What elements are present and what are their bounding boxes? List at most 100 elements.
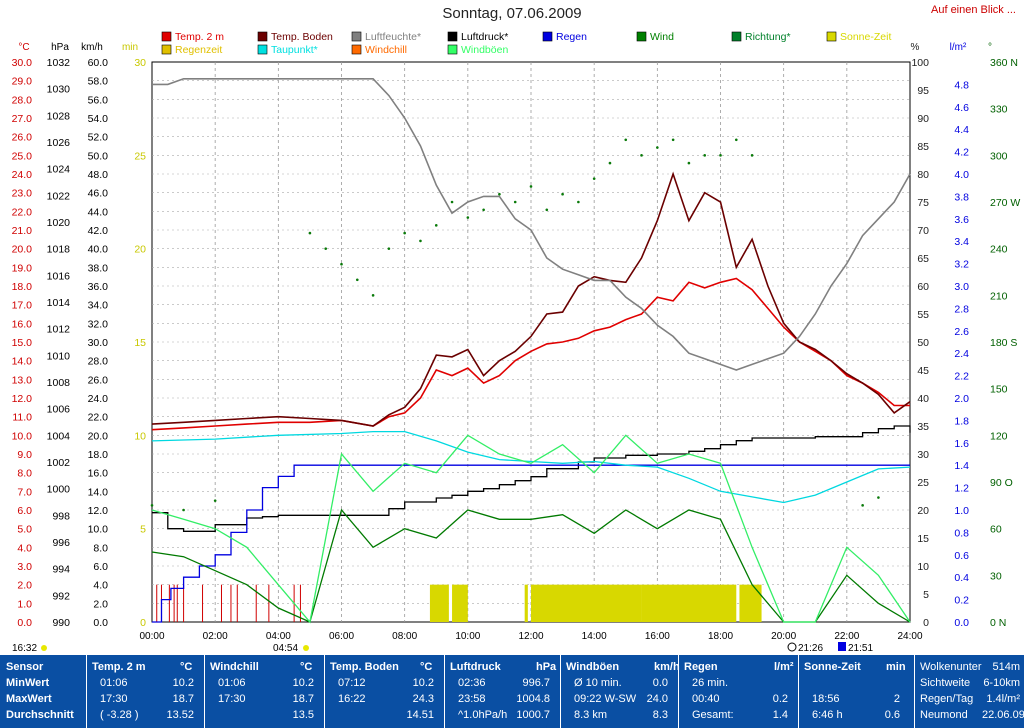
tick-direction: 180 S [990,337,1017,349]
tick-humidity: 40 [917,393,929,405]
tick-humidity: 35 [917,421,929,433]
tick-humidity: 10 [917,561,929,573]
tick-rain: 4.8 [954,79,969,91]
tick-wind: 12.0 [88,505,109,517]
direction-point [355,278,359,282]
x-tick-label: 10:00 [455,631,480,642]
x-tick-label: 24:00 [897,631,922,642]
tick-humidity: 50 [917,337,929,349]
tick-direction: 270 W [990,197,1020,209]
cell-time: 8.3 km [574,709,608,721]
tick-rain: 4.2 [954,147,969,159]
tick-temp: 19.0 [12,262,33,274]
tick-pressure: 1018 [47,244,71,256]
tick-temp: 3.0 [17,561,32,573]
tick-temp: 11.0 [12,412,32,424]
sunset-label: 21:26 [798,643,823,654]
tick-humidity: 65 [917,253,929,265]
cell-value: 18.7 [292,693,314,705]
cell-value: 996.7 [522,677,550,689]
direction-point [529,185,533,188]
direction-point [324,247,328,250]
tick-temp: 30.0 [12,57,33,69]
legend-label: Windchill [365,44,407,56]
direction-point [750,154,754,157]
extra-value: 22.06.09 [982,709,1024,721]
tick-wind: 58.0 [88,76,109,88]
tick-rain: 4.6 [954,102,969,114]
tick-pressure: 1002 [47,457,71,469]
tick-rain: 1.6 [954,438,969,450]
legend-label: Luftfeuchte* [365,31,421,43]
column-unit: °C [300,661,313,673]
direction-point [640,154,643,157]
tick-wind: 14.0 [88,486,109,498]
direction-point [624,138,628,142]
tick-rain: 4.0 [954,169,969,181]
tick-rain: 3.2 [954,259,969,271]
tick-temp: 16.0 [12,318,33,330]
legend-label: Windböen [461,44,508,56]
overview-link[interactable]: Auf einen Blick ... [931,4,1016,16]
cell-time: 17:30 [218,693,246,705]
tick-pressure: 990 [52,617,70,629]
tick-humidity: 15 [917,533,929,545]
direction-point [877,496,880,499]
cell-time: 17:30 [100,693,128,705]
sunshine-bar [452,584,468,622]
x-tick-label: 06:00 [329,631,354,642]
legend-label: Taupunkt* [271,44,318,56]
cell-value: 10.2 [412,677,434,689]
tick-pressure: 1024 [47,164,71,176]
direction-point [498,192,501,196]
tick-humidity: 75 [917,197,929,209]
tick-pressure: 1028 [47,110,71,122]
column-separator [444,655,445,728]
cell-time: 00:40 [692,693,720,705]
tick-temp: 23.0 [12,188,33,200]
direction-point [513,200,517,204]
tick-temp: 1.0 [17,598,32,610]
cell-value: 1004.8 [516,693,550,705]
cell-time: 16:22 [338,693,366,705]
tick-rain: 4.4 [954,124,969,136]
cell-time: Gesamt: [692,709,734,721]
sunshine-bar [429,584,449,622]
cell-time: 18:56 [812,693,840,705]
tick-minutes: 5 [140,524,146,536]
tick-rain: 0.8 [954,527,969,539]
tick-rain: 0.6 [954,550,969,562]
tick-wind: 44.0 [88,206,109,218]
direction-point [656,146,659,149]
tick-humidity: 70 [917,225,929,237]
direction-point [182,508,185,512]
axis-unit-direction: ° [988,42,992,53]
cell-time: ^1.0hPa/h [458,709,508,721]
cell-value: 24.0 [646,693,668,705]
tick-pressure: 992 [52,590,70,602]
tick-humidity: 55 [917,309,929,321]
legend-label: Regenzeit [175,44,222,56]
tick-pressure: 1026 [47,137,71,149]
tick-temp: 2.0 [17,580,32,592]
extra-label: Sichtweite [920,677,971,689]
tick-direction: 240 [990,244,1008,256]
tick-temp: 28.0 [12,94,33,106]
column-header: Luftdruck [450,661,501,673]
direction-point [387,247,391,250]
moonrise-label: 21:51 [848,643,873,654]
tick-temp: 12.0 [12,393,33,405]
tick-pressure: 1022 [47,190,71,202]
tick-temp: 13.0 [12,374,33,386]
cell-time: 6:46 h [812,709,843,721]
tick-minutes: 10 [134,430,146,442]
tick-wind: 32.0 [88,318,109,330]
tick-pressure: 1008 [47,377,71,389]
tick-wind: 30.0 [88,337,109,349]
column-unit: km/h [654,661,680,673]
direction-point [592,177,596,180]
cell-value: 0.2 [772,693,788,705]
legend-label: Regen [556,31,587,43]
cell-value: 10.2 [172,677,194,689]
tick-rain: 1.4 [954,460,969,472]
